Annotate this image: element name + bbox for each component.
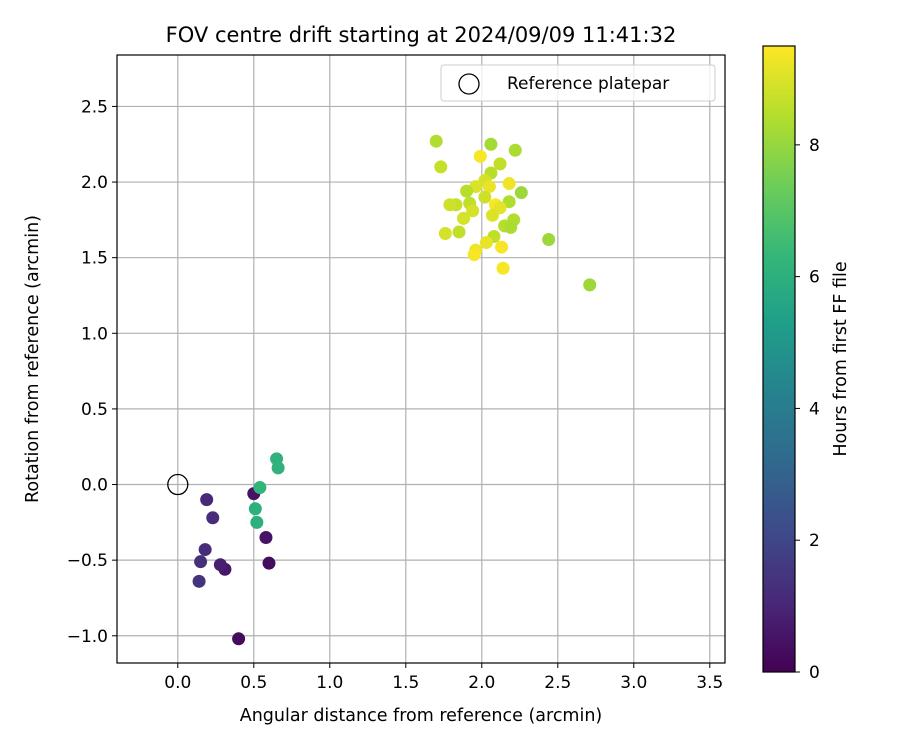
- data-point: [429, 134, 443, 148]
- reference-point: [167, 473, 189, 496]
- y-tick-label: 0.5: [81, 400, 108, 420]
- data-point: [493, 157, 507, 171]
- data-point: [473, 149, 487, 163]
- data-point: [496, 261, 510, 275]
- data-point: [495, 240, 509, 254]
- data-point: [514, 186, 528, 200]
- data-point: [485, 208, 499, 222]
- x-tick-label: 0.0: [164, 673, 191, 693]
- x-axis-label: Angular distance from reference (arcmin): [240, 706, 603, 726]
- colorbar: 0 2 4 6 8 Hours from first FF file: [762, 45, 851, 683]
- data-point: [200, 493, 214, 507]
- data-point: [484, 137, 498, 151]
- y-tick-label: 2.0: [81, 173, 108, 193]
- reference-marker: [167, 473, 189, 496]
- data-point: [479, 236, 493, 250]
- data-point: [250, 515, 264, 529]
- x-tick-label: 3.0: [620, 673, 647, 693]
- y-tick-label: −1.0: [67, 627, 108, 647]
- data-point: [262, 556, 276, 570]
- x-tick-label: 2.0: [468, 673, 495, 693]
- data-point: [466, 204, 480, 218]
- data-point: [248, 502, 262, 516]
- y-tick-label: 0.0: [81, 476, 108, 496]
- data-point: [438, 226, 452, 240]
- legend-marker-reference: [458, 73, 480, 95]
- data-point: [478, 190, 492, 204]
- data-point: [198, 543, 212, 557]
- data-point: [583, 278, 597, 292]
- x-tick-label: 1.5: [392, 673, 419, 693]
- colorbar-ticks: 0 2 4 6 8: [795, 136, 820, 683]
- data-point: [452, 225, 466, 239]
- data-point: [502, 195, 516, 209]
- data-point: [213, 558, 227, 572]
- y-tick-label: −0.5: [67, 551, 108, 571]
- legend-box: [440, 64, 716, 102]
- data-point: [504, 220, 518, 234]
- data-point: [271, 461, 285, 475]
- chart-title: FOV centre drift starting at 2024/09/09 …: [166, 23, 677, 47]
- data-point: [508, 143, 522, 157]
- x-tick-label: 1.0: [316, 673, 343, 693]
- data-point: [253, 481, 267, 495]
- colorbar-frame: [762, 45, 796, 673]
- data-point: [482, 180, 496, 194]
- colorbar-tick-label: 6: [809, 268, 820, 288]
- grid: [117, 55, 725, 663]
- y-axis-label: Rotation from reference (arcmin): [23, 215, 43, 503]
- colorbar-tick-label: 2: [809, 531, 820, 551]
- legend: Reference platepar: [440, 64, 716, 102]
- x-axis-ticks: 0.0 0.5 1.0 1.5 2.0 2.5 3.0 3.5: [164, 663, 723, 693]
- data-points: [192, 134, 597, 646]
- colorbar-tick-label: 8: [809, 136, 820, 156]
- data-point: [434, 160, 448, 174]
- data-point: [206, 511, 220, 525]
- plot-frame: [116, 54, 726, 664]
- colorbar-label: Hours from first FF file: [831, 261, 851, 456]
- colorbar-gradient: [763, 46, 795, 672]
- data-point: [259, 530, 273, 544]
- y-tick-label: 1.0: [81, 324, 108, 344]
- colorbar-tick-label: 0: [809, 663, 820, 683]
- y-tick-label: 2.5: [81, 97, 108, 117]
- data-point: [457, 211, 471, 225]
- data-point: [232, 632, 246, 646]
- data-point: [460, 184, 474, 198]
- data-point: [542, 233, 556, 247]
- data-point: [467, 248, 481, 262]
- y-axis-ticks: −1.0 −0.5 0.0 0.5 1.0 1.5 2.0 2.5: [67, 97, 117, 647]
- data-point: [502, 177, 516, 191]
- data-point: [192, 574, 206, 588]
- data-point: [194, 555, 208, 569]
- colorbar-tick-label: 4: [809, 399, 820, 419]
- data-point: [443, 198, 457, 212]
- y-tick-label: 1.5: [81, 249, 108, 269]
- x-tick-label: 2.5: [544, 673, 571, 693]
- x-tick-label: 0.5: [240, 673, 267, 693]
- x-tick-label: 3.5: [696, 673, 723, 693]
- legend-entry-reference: Reference platepar: [507, 74, 669, 94]
